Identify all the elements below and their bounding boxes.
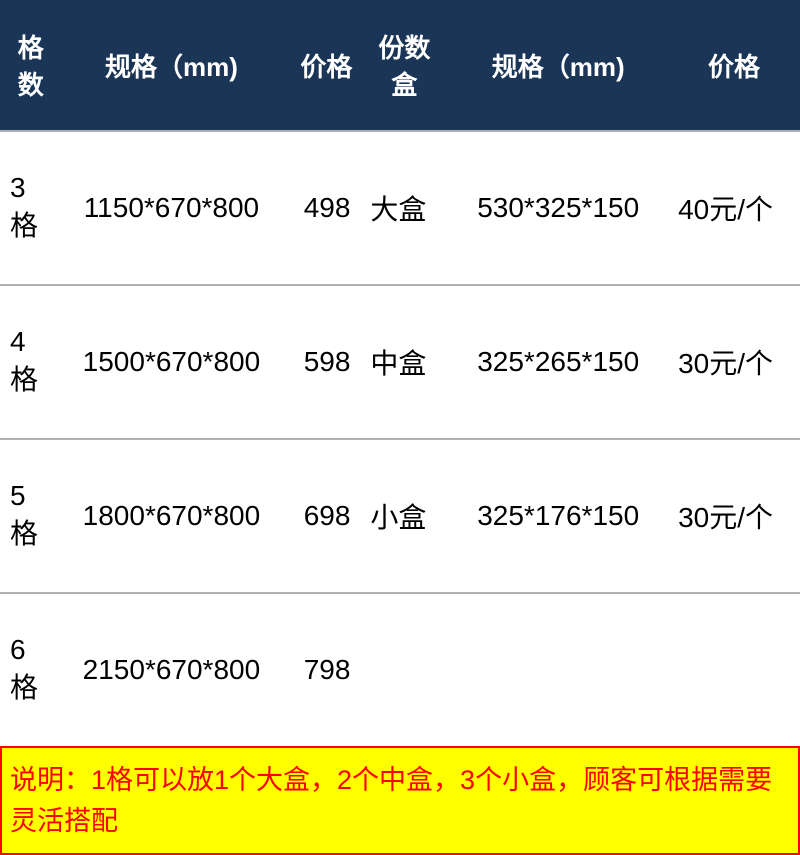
- cell-price2: 30元/个: [668, 439, 800, 593]
- header-spec1: 规格（mm): [62, 0, 282, 131]
- cell-gesu: 3格: [0, 131, 62, 285]
- cell-price1: 498: [281, 131, 360, 285]
- table-row: 3格 1150*670*800 498 大盒 530*325*150 40元/个: [0, 131, 800, 285]
- cell-price1: 798: [281, 593, 360, 746]
- header-boxtype: 份数盒: [360, 0, 448, 131]
- cell-gesu: 5格: [0, 439, 62, 593]
- pricing-table: 格数 规格（mm) 价格 份数盒 规格（mm) 价格 3格 1150*670*8…: [0, 0, 800, 746]
- table-row: 4格 1500*670*800 598 中盒 325*265*150 30元/个: [0, 285, 800, 439]
- table-body: 3格 1150*670*800 498 大盒 530*325*150 40元/个…: [0, 131, 800, 746]
- cell-gesu: 6格: [0, 593, 62, 746]
- cell-spec1: 1800*670*800: [62, 439, 282, 593]
- cell-price2: 40元/个: [668, 131, 800, 285]
- cell-spec2: [448, 593, 668, 746]
- table-header: 格数 规格（mm) 价格 份数盒 规格（mm) 价格: [0, 0, 800, 131]
- table-row: 5格 1800*670*800 698 小盒 325*176*150 30元/个: [0, 439, 800, 593]
- cell-price1: 598: [281, 285, 360, 439]
- header-price1: 价格: [281, 0, 360, 131]
- cell-price2: [668, 593, 800, 746]
- cell-spec2: 325*176*150: [448, 439, 668, 593]
- cell-spec2: 530*325*150: [448, 131, 668, 285]
- cell-boxtype: 大盒: [360, 131, 448, 285]
- cell-spec1: 2150*670*800: [62, 593, 282, 746]
- cell-gesu: 4格: [0, 285, 62, 439]
- cell-boxtype: 小盒: [360, 439, 448, 593]
- cell-spec1: 1500*670*800: [62, 285, 282, 439]
- header-row: 格数 规格（mm) 价格 份数盒 规格（mm) 价格: [0, 0, 800, 131]
- cell-spec1: 1150*670*800: [62, 131, 282, 285]
- header-spec2: 规格（mm): [448, 0, 668, 131]
- cell-boxtype: 中盒: [360, 285, 448, 439]
- table-row: 6格 2150*670*800 798: [0, 593, 800, 746]
- pricing-table-container: 格数 规格（mm) 价格 份数盒 规格（mm) 价格 3格 1150*670*8…: [0, 0, 800, 800]
- header-gesu: 格数: [0, 0, 62, 131]
- note-text: 说明：1格可以放1个大盒，2个中盒，3个小盒，顾客可根据需要灵活搭配: [0, 746, 800, 855]
- header-price2: 价格: [668, 0, 800, 131]
- cell-spec2: 325*265*150: [448, 285, 668, 439]
- cell-price2: 30元/个: [668, 285, 800, 439]
- cell-price1: 698: [281, 439, 360, 593]
- cell-boxtype: [360, 593, 448, 746]
